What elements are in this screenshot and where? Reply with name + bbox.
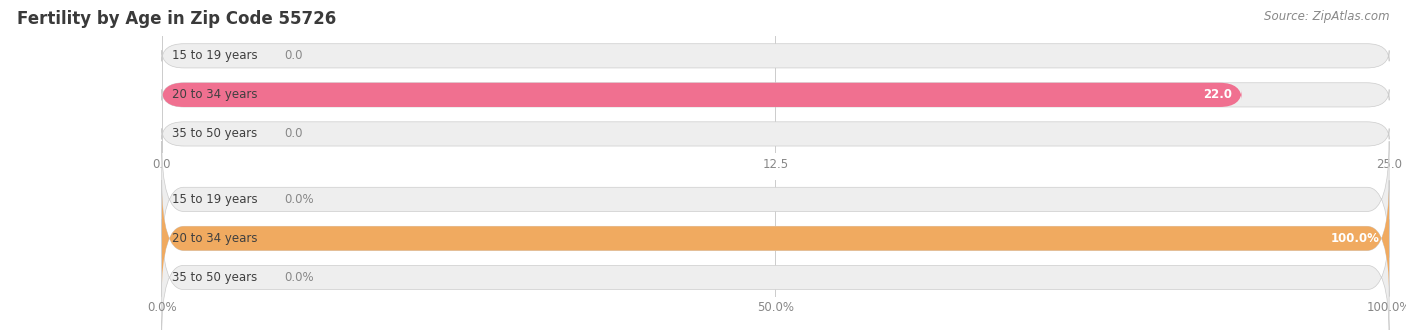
FancyBboxPatch shape [162,141,1389,257]
Text: 20 to 34 years: 20 to 34 years [172,232,257,245]
FancyBboxPatch shape [162,83,1389,107]
Text: 0.0: 0.0 [284,127,302,141]
Text: 0.0%: 0.0% [284,193,314,206]
Text: 15 to 19 years: 15 to 19 years [172,49,257,62]
Text: 22.0: 22.0 [1204,88,1232,101]
Text: 100.0%: 100.0% [1330,232,1379,245]
Text: 20 to 34 years: 20 to 34 years [172,88,257,101]
FancyBboxPatch shape [162,180,1389,297]
Text: 0.0%: 0.0% [284,271,314,284]
FancyBboxPatch shape [162,180,1389,297]
Text: 35 to 50 years: 35 to 50 years [172,127,257,141]
FancyBboxPatch shape [162,44,1389,68]
Text: 0.0: 0.0 [284,49,302,62]
Text: 15 to 19 years: 15 to 19 years [172,193,257,206]
Text: 35 to 50 years: 35 to 50 years [172,271,257,284]
FancyBboxPatch shape [162,122,1389,146]
FancyBboxPatch shape [162,83,1241,107]
Text: Source: ZipAtlas.com: Source: ZipAtlas.com [1264,10,1389,23]
FancyBboxPatch shape [162,219,1389,330]
Text: Fertility by Age in Zip Code 55726: Fertility by Age in Zip Code 55726 [17,10,336,28]
